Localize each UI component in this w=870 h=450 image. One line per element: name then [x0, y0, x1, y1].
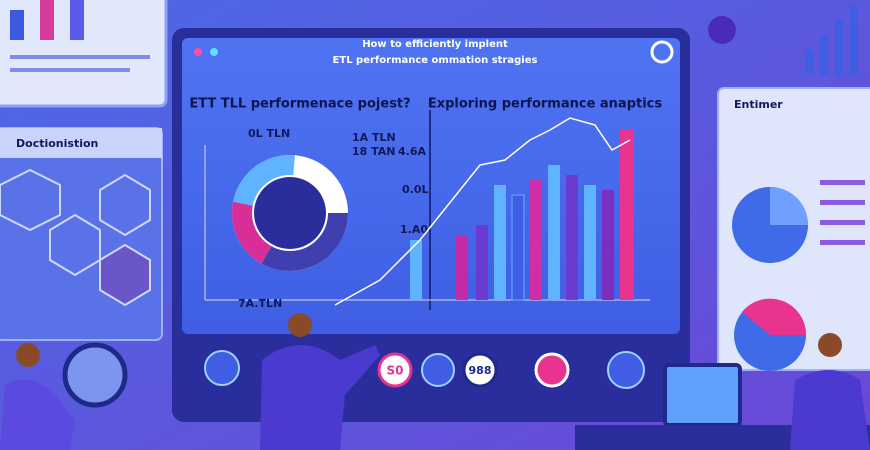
bar: [566, 175, 578, 300]
donut-segment: [232, 155, 348, 271]
button[interactable]: [421, 353, 455, 387]
panel-line: [820, 240, 865, 245]
window-dot: [210, 48, 218, 56]
window-dot: [194, 48, 202, 56]
button-label: 988: [469, 364, 492, 377]
window-icon: [650, 40, 674, 64]
left-chart-title: ETT TLL performenace pojest?: [189, 97, 410, 112]
button[interactable]: [377, 352, 413, 388]
magnifier: [62, 342, 128, 408]
person-head: [16, 343, 40, 367]
left-panel: [0, 127, 163, 341]
right-chart-title: Exploring performance anaptics: [428, 97, 663, 112]
panel-line: [10, 68, 130, 72]
panel-line: [820, 180, 865, 185]
title-line-1: How to efficiently implent: [362, 39, 508, 50]
left-panel-header: [0, 128, 162, 158]
bar: [530, 180, 542, 300]
person-head: [818, 333, 842, 357]
right-axis-label: 0.0L: [402, 183, 429, 196]
bar: [494, 185, 506, 300]
button[interactable]: [534, 352, 570, 388]
donut-segment: [232, 155, 348, 271]
bar: [476, 225, 488, 300]
bar: [584, 185, 596, 300]
right-axis-label: 4.6A: [398, 145, 426, 158]
person-body: [260, 345, 380, 450]
hexagon: [0, 168, 61, 232]
left-chart-label: 7A.TLN: [238, 297, 282, 310]
panel-bar: [70, 0, 84, 40]
button-label: S0: [387, 364, 404, 378]
button[interactable]: [607, 351, 645, 389]
pie-slice: [770, 187, 808, 225]
donut-segment: [232, 155, 348, 271]
left-panel-title: Doctionistion: [16, 137, 98, 150]
left-chart-label: 0L TLN: [248, 127, 290, 140]
panel-bar: [10, 10, 24, 40]
bar: [548, 165, 560, 300]
person-body: [790, 370, 870, 450]
button[interactable]: [462, 352, 498, 388]
right-axis-label: 1.A0: [400, 223, 428, 236]
bar: [456, 235, 468, 300]
bar: [410, 240, 422, 300]
deco-bar: [805, 50, 813, 75]
donut-hole: [254, 177, 326, 249]
laptop: [663, 363, 742, 427]
bar: [511, 194, 525, 301]
left-chart-label: 18 TAN: [352, 145, 396, 158]
title-line-2: ETL performance ommation stragies: [333, 55, 538, 66]
person-body: [0, 379, 75, 450]
deco-bar: [835, 20, 843, 75]
trend-line: [334, 117, 631, 306]
right-panel-title: Entimer: [734, 98, 783, 111]
panel-line: [820, 220, 865, 225]
bar: [602, 190, 614, 300]
hexagon: [49, 213, 101, 277]
deco-bar: [850, 5, 858, 75]
pie-slice: [742, 298, 807, 335]
hexagon: [99, 243, 151, 307]
deco-circle: [708, 16, 736, 44]
panel-line: [820, 200, 865, 205]
deco-bar: [820, 35, 828, 75]
person-head: [288, 313, 312, 337]
panel-bar: [40, 0, 54, 40]
left-chart-label: 1A TLN: [352, 131, 396, 144]
hexagon: [99, 173, 151, 237]
button[interactable]: [204, 350, 240, 386]
bar: [620, 130, 634, 300]
panel-line: [10, 55, 150, 59]
